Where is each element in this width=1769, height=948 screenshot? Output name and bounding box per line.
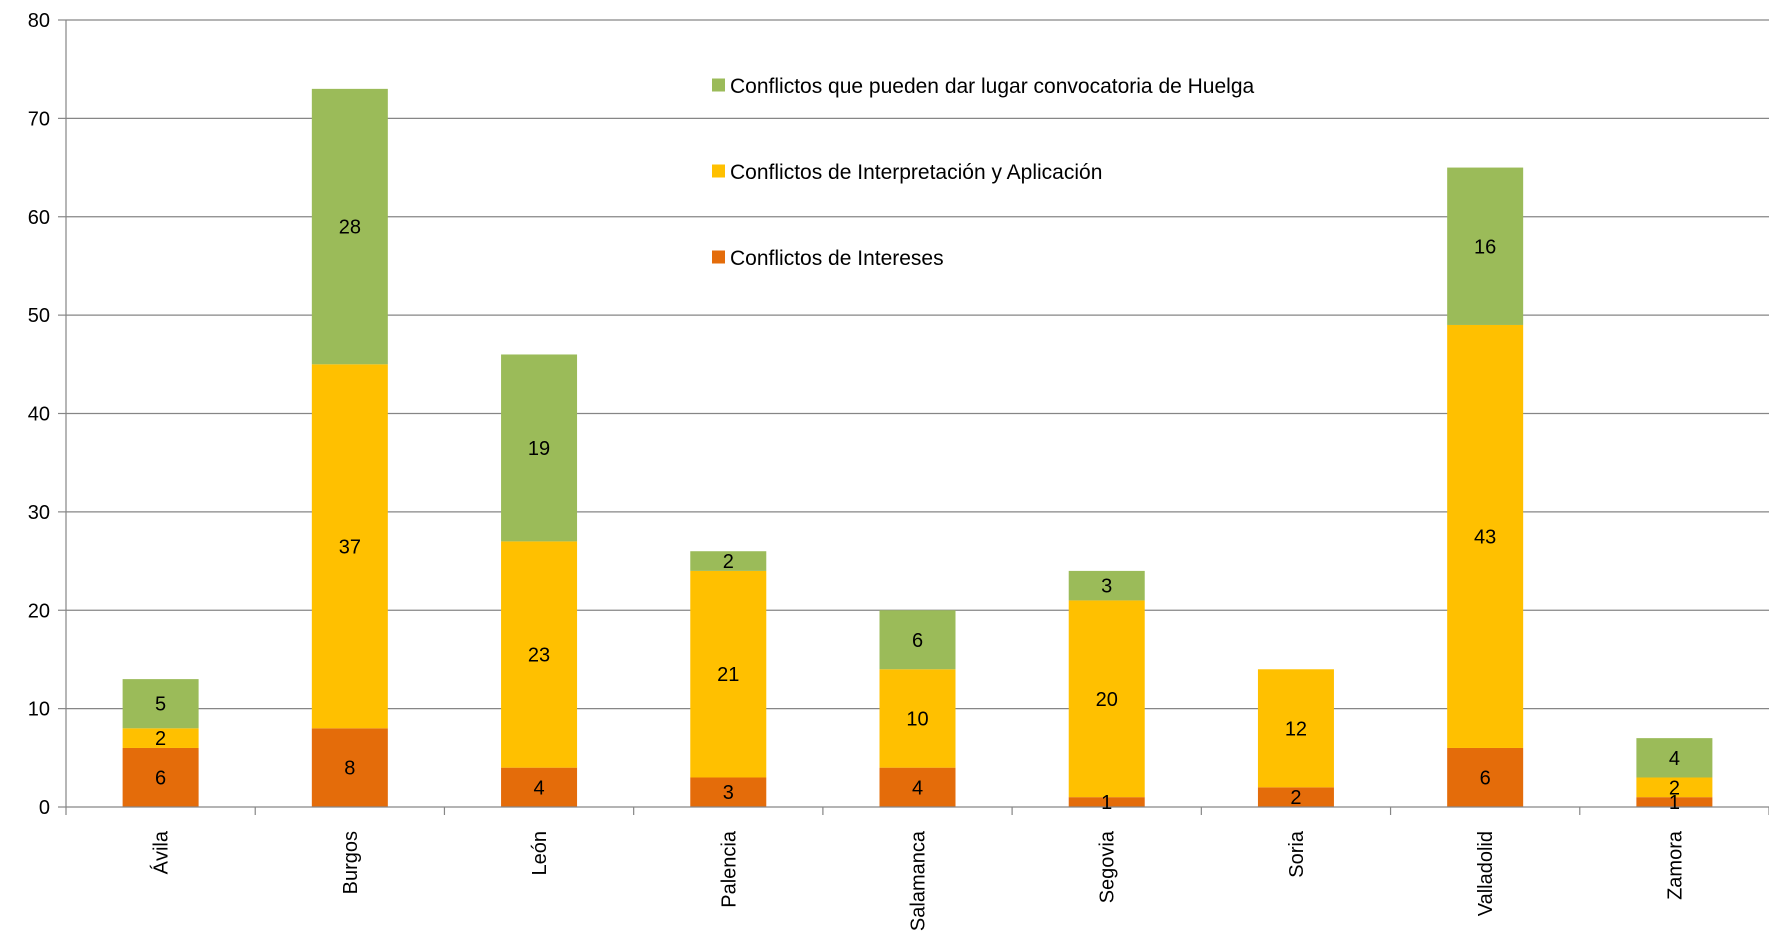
x-tick-label: Burgos: [340, 831, 362, 894]
y-tick-label: 80: [28, 10, 50, 32]
data-label: 2: [155, 728, 166, 750]
y-tick-label: 40: [28, 404, 50, 426]
bar-segment: [879, 669, 956, 768]
bar-segment: [501, 767, 578, 807]
bars: [122, 88, 1713, 807]
legend-swatch: [712, 164, 725, 178]
data-label: 5: [155, 694, 166, 716]
bar-segment: [1447, 324, 1524, 748]
data-label: 21: [717, 664, 739, 686]
bar-segment: [1636, 797, 1713, 807]
bar-segment: [690, 551, 767, 571]
bar-segment: [122, 679, 199, 729]
bar-segment: [122, 728, 199, 748]
bar-segment: [879, 767, 956, 807]
bar-segment: [1447, 167, 1524, 325]
data-label: 2: [1669, 777, 1680, 799]
data-label: 3: [1101, 576, 1112, 598]
data-label: 3: [723, 782, 734, 804]
bar-segment: [311, 364, 388, 729]
bar-segment: [1068, 600, 1145, 798]
data-label: 43: [1474, 526, 1496, 548]
y-tick-label: 70: [28, 108, 50, 130]
bar-segment: [122, 747, 199, 807]
data-label: 6: [912, 630, 923, 652]
data-label: 4: [533, 777, 544, 799]
bar-segment: [690, 570, 767, 778]
data-label: 4: [912, 777, 923, 799]
bar-segment: [1068, 570, 1145, 601]
y-tick-label: 20: [28, 600, 50, 622]
data-label: 37: [339, 536, 361, 558]
tick-labels: 0 10 20 30 40 50 60 70 80 Ávila Burgos León Palencia…: [28, 10, 1687, 931]
x-tick-label: Segovia: [1097, 830, 1119, 903]
bar-segment: [311, 88, 388, 365]
bar-segment: [1636, 738, 1713, 778]
legend-label: Conflictos de Intereses: [730, 247, 944, 270]
bar-segment: [1636, 777, 1713, 798]
data-label: 20: [1096, 689, 1118, 711]
data-label: 16: [1474, 236, 1496, 258]
data-label: 19: [528, 438, 550, 460]
bar-segment: [1447, 747, 1524, 807]
data-label: 2: [1290, 787, 1301, 809]
x-tick-label: Zamora: [1664, 830, 1686, 900]
x-tick-label: Soria: [1286, 830, 1308, 878]
legend-label: Conflictos que pueden dar lugar convocat…: [730, 75, 1255, 98]
data-label: 4: [1669, 748, 1680, 770]
data-label: 6: [155, 767, 166, 789]
bar-segment: [311, 728, 388, 807]
y-tick-label: 30: [28, 502, 50, 524]
bar-segment: [1257, 787, 1334, 807]
x-tick-label: Valladolid: [1475, 831, 1497, 916]
y-tick-label: 10: [28, 699, 50, 721]
y-tick-label: 0: [39, 797, 50, 819]
legend: Conflictos que pueden dar lugar convocat…: [712, 75, 1255, 270]
legend-label: Conflictos de Interpretación y Aplicació…: [730, 161, 1102, 184]
data-label: 28: [339, 217, 361, 239]
bar-segment: [690, 777, 767, 807]
bar-segment: [1068, 797, 1145, 807]
data-label: 8: [344, 758, 355, 780]
data-label: 1: [1101, 792, 1112, 814]
bar-segment: [1257, 669, 1334, 788]
y-tick-label: 60: [28, 207, 50, 229]
x-tick-label: Ávila: [150, 830, 173, 874]
data-label: 1: [1669, 792, 1680, 814]
legend-swatch: [712, 78, 725, 92]
data-label: 6: [1480, 767, 1491, 789]
bar-segment: [879, 610, 956, 670]
x-tick-label: Palencia: [718, 830, 740, 908]
y-tick-label: 50: [28, 305, 50, 327]
bar-segment: [501, 541, 578, 768]
axes: [58, 19, 1769, 815]
data-label: 10: [906, 708, 928, 730]
data-label: 2: [723, 551, 734, 573]
x-tick-label: León: [529, 831, 551, 876]
legend-swatch: [712, 250, 725, 264]
data-label: 12: [1285, 718, 1307, 740]
data-label: 23: [528, 645, 550, 667]
x-tick-label: Salamanca: [908, 830, 930, 931]
bar-segment: [501, 354, 578, 542]
